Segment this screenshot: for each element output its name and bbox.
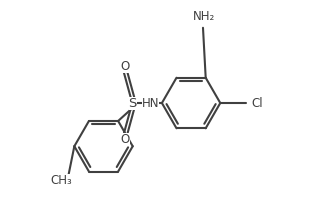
Text: HN: HN xyxy=(142,97,159,110)
Text: CH₃: CH₃ xyxy=(50,174,72,187)
Text: S: S xyxy=(129,97,137,110)
Text: O: O xyxy=(121,60,130,73)
Text: O: O xyxy=(121,133,130,146)
Text: NH₂: NH₂ xyxy=(193,10,215,23)
Text: Cl: Cl xyxy=(252,97,263,110)
